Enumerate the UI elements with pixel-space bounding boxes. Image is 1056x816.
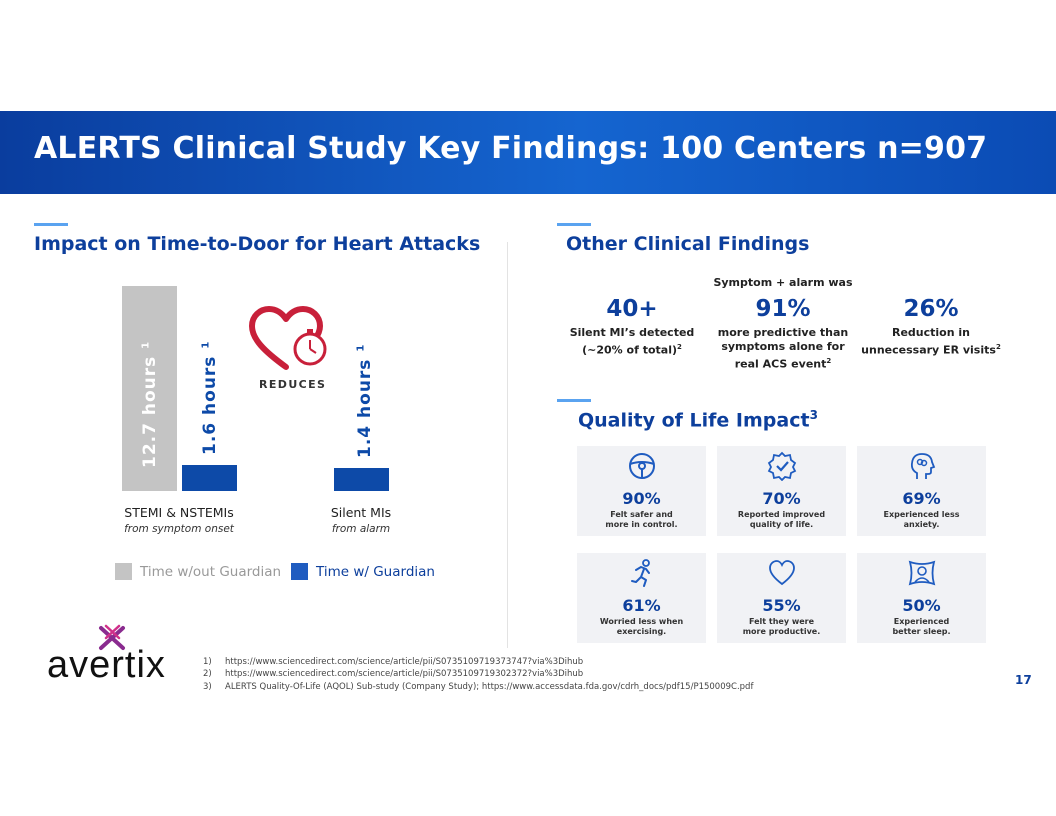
heart-outline-icon xyxy=(768,560,795,586)
stat-silent-mis: 40+ Silent MI’s detected (~20% of total)2 xyxy=(569,296,695,357)
bar-value-label-stemi-without: 12.7 hours 1 xyxy=(140,340,160,468)
footnote-link-2[interactable]: https://www.sciencedirect.com/science/ar… xyxy=(225,669,584,680)
runner-icon xyxy=(630,559,650,587)
steering-wheel-icon xyxy=(628,453,655,479)
qol-card: 70% Reported improved quality of life. xyxy=(717,446,846,536)
reduces-label: REDUCES xyxy=(259,378,327,391)
footnote-link-1[interactable]: https://www.sciencedirect.com/science/ar… xyxy=(225,657,584,667)
stat-er-reduction: 26% Reduction in unnecessary ER visits2 xyxy=(861,296,1001,357)
footnote-3: 3) ALERTS Quality-Of-Life (AQOL) Sub-stud… xyxy=(203,681,754,692)
section-title-qol: Quality of Life Impact3 xyxy=(578,408,818,432)
qol-card: 90% Felt safer and more in control. xyxy=(577,446,706,536)
symptom-alarm-header: Symptom + alarm was xyxy=(713,276,853,289)
category-label-silent: Silent MIs from alarm xyxy=(330,505,392,535)
qol-card: 61% Worried less when exercising. xyxy=(577,553,706,643)
sleep-pillow-icon xyxy=(908,560,935,586)
head-brain-icon xyxy=(910,453,935,479)
legend-swatch-gray xyxy=(115,563,132,580)
qol-card: 55% Felt they were more productive. xyxy=(717,553,846,643)
qol-card: 50% Experienced better sleep. xyxy=(857,553,986,643)
legend-item-without: Time w/out Guardian xyxy=(115,563,281,580)
section-title-time-to-door: Impact on Time-to-Door for Heart Attacks xyxy=(34,233,481,255)
bar-with-guardian-stemi xyxy=(182,465,237,491)
section-accent-line xyxy=(557,223,591,226)
stat-predictive: 91% more predictive than symptoms alone f… xyxy=(717,296,849,371)
legend-swatch-blue xyxy=(291,563,308,580)
page-number: 17 xyxy=(1015,673,1032,687)
page-title: ALERTS Clinical Study Key Findings: 100 … xyxy=(34,131,988,166)
section-accent-line xyxy=(557,399,591,402)
qol-card: 69% Experienced less anxiety. xyxy=(857,446,986,536)
footnote-1: 1) https://www.sciencedirect.com/science/… xyxy=(203,657,584,667)
section-title-other-findings: Other Clinical Findings xyxy=(566,233,810,255)
footnotes: 1) https://www.sciencedirect.com/science/… xyxy=(203,656,753,693)
bar-without-guardian-stemi xyxy=(122,286,177,491)
section-accent-line xyxy=(34,223,68,226)
avertix-logo-mark xyxy=(99,624,125,650)
heart-stopwatch-icon xyxy=(249,306,327,370)
footnote-link-3[interactable]: ALERTS Quality-Of-Life (AQOL) Sub-study … xyxy=(225,681,754,692)
title-banner: ALERTS Clinical Study Key Findings: 100 … xyxy=(0,111,1056,194)
avertix-logo-text: avertix xyxy=(47,644,166,686)
footnote-2: 2) https://www.sciencedirect.com/science/… xyxy=(203,669,584,680)
check-badge-icon xyxy=(767,451,796,482)
bar-value-label-silent-with: 1.4 hours 1 xyxy=(355,343,375,458)
column-divider xyxy=(507,242,508,648)
legend-item-with: Time w/ Guardian xyxy=(291,563,435,580)
bar-with-guardian-silent xyxy=(334,468,389,491)
bar-value-label-stemi-with: 1.6 hours 1 xyxy=(200,340,220,455)
category-label-stemi: STEMI & NSTEMIs from symptom onset xyxy=(124,505,234,535)
